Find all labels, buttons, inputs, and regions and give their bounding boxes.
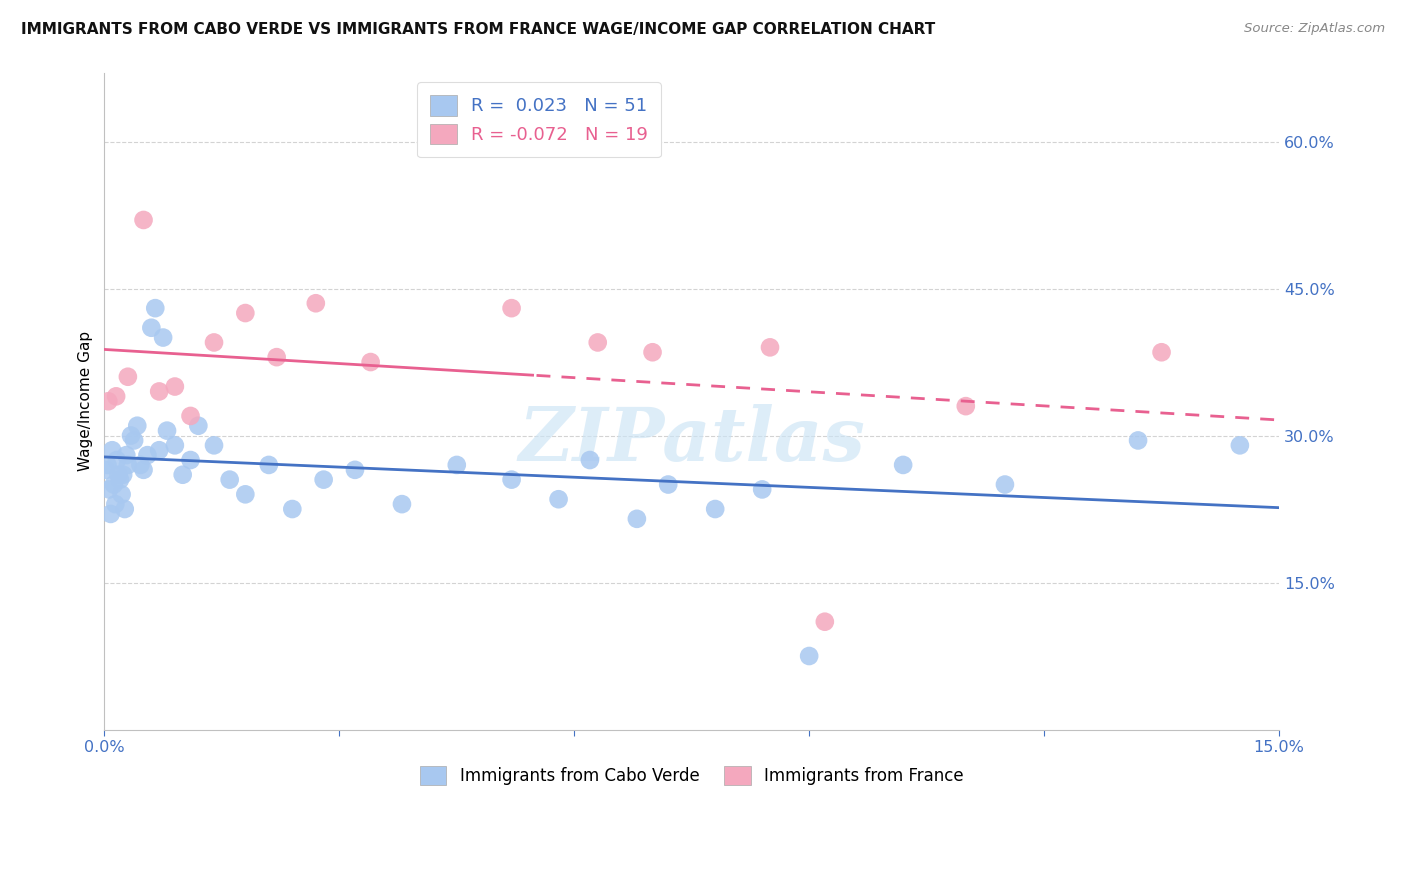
Point	[233, 306, 256, 320]
Point	[1229, 438, 1251, 452]
Point	[98, 483, 121, 497]
Point	[891, 458, 914, 472]
Point	[391, 497, 413, 511]
Point	[97, 394, 120, 409]
Point	[626, 512, 648, 526]
Point	[96, 458, 118, 472]
Point	[799, 648, 821, 663]
Point	[281, 502, 304, 516]
Point	[148, 443, 170, 458]
Point	[117, 369, 139, 384]
Legend: Immigrants from Cabo Verde, Immigrants from France: Immigrants from Cabo Verde, Immigrants f…	[411, 758, 972, 793]
Point	[343, 463, 366, 477]
Point	[547, 492, 569, 507]
Point	[114, 502, 136, 516]
Point	[100, 507, 122, 521]
Point	[305, 296, 328, 310]
Point	[141, 320, 163, 334]
Point	[105, 453, 128, 467]
Y-axis label: Wage/Income Gap: Wage/Income Gap	[79, 331, 93, 471]
Point	[122, 434, 145, 448]
Point	[751, 483, 773, 497]
Point	[104, 497, 127, 511]
Point	[148, 384, 170, 399]
Point	[657, 477, 679, 491]
Point	[233, 487, 256, 501]
Point	[103, 477, 125, 491]
Point	[586, 335, 609, 350]
Point	[218, 473, 240, 487]
Point	[115, 448, 138, 462]
Point	[110, 487, 132, 501]
Point	[501, 473, 523, 487]
Point	[704, 502, 727, 516]
Point	[266, 350, 288, 364]
Point	[579, 453, 602, 467]
Point	[1150, 345, 1173, 359]
Point	[132, 213, 155, 227]
Point	[187, 418, 209, 433]
Point	[152, 330, 174, 344]
Point	[108, 473, 131, 487]
Point	[180, 409, 202, 423]
Point	[132, 463, 155, 477]
Point	[446, 458, 468, 472]
Text: ZIPatlas: ZIPatlas	[519, 404, 865, 477]
Point	[156, 424, 179, 438]
Point	[312, 473, 335, 487]
Point	[759, 340, 782, 354]
Point	[129, 458, 152, 472]
Point	[127, 418, 149, 433]
Point	[360, 355, 382, 369]
Point	[202, 335, 225, 350]
Point	[163, 379, 186, 393]
Text: IMMIGRANTS FROM CABO VERDE VS IMMIGRANTS FROM FRANCE WAGE/INCOME GAP CORRELATION: IMMIGRANTS FROM CABO VERDE VS IMMIGRANTS…	[21, 22, 935, 37]
Point	[143, 301, 166, 315]
Text: Source: ZipAtlas.com: Source: ZipAtlas.com	[1244, 22, 1385, 36]
Point	[107, 467, 129, 482]
Point	[117, 458, 139, 472]
Point	[814, 615, 837, 629]
Point	[172, 467, 194, 482]
Point	[641, 345, 664, 359]
Point	[202, 438, 225, 452]
Point	[101, 443, 124, 458]
Point	[94, 463, 117, 477]
Point	[112, 467, 135, 482]
Point	[257, 458, 280, 472]
Point	[136, 448, 159, 462]
Point	[180, 453, 202, 467]
Point	[163, 438, 186, 452]
Point	[120, 428, 142, 442]
Point	[501, 301, 523, 315]
Point	[105, 389, 128, 403]
Point	[1126, 434, 1149, 448]
Point	[994, 477, 1017, 491]
Point	[955, 399, 977, 413]
